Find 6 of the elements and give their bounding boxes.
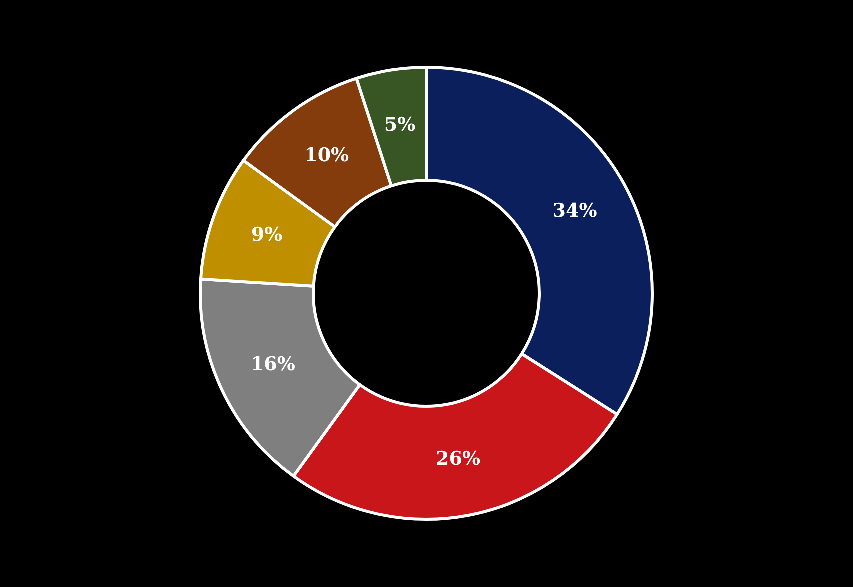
data-label: 16% xyxy=(250,354,296,376)
data-label: 34% xyxy=(552,200,598,222)
data-label: 5% xyxy=(384,114,416,136)
data-label: 9% xyxy=(251,224,283,246)
data-label: 10% xyxy=(304,144,350,166)
data-label: 26% xyxy=(436,448,481,470)
